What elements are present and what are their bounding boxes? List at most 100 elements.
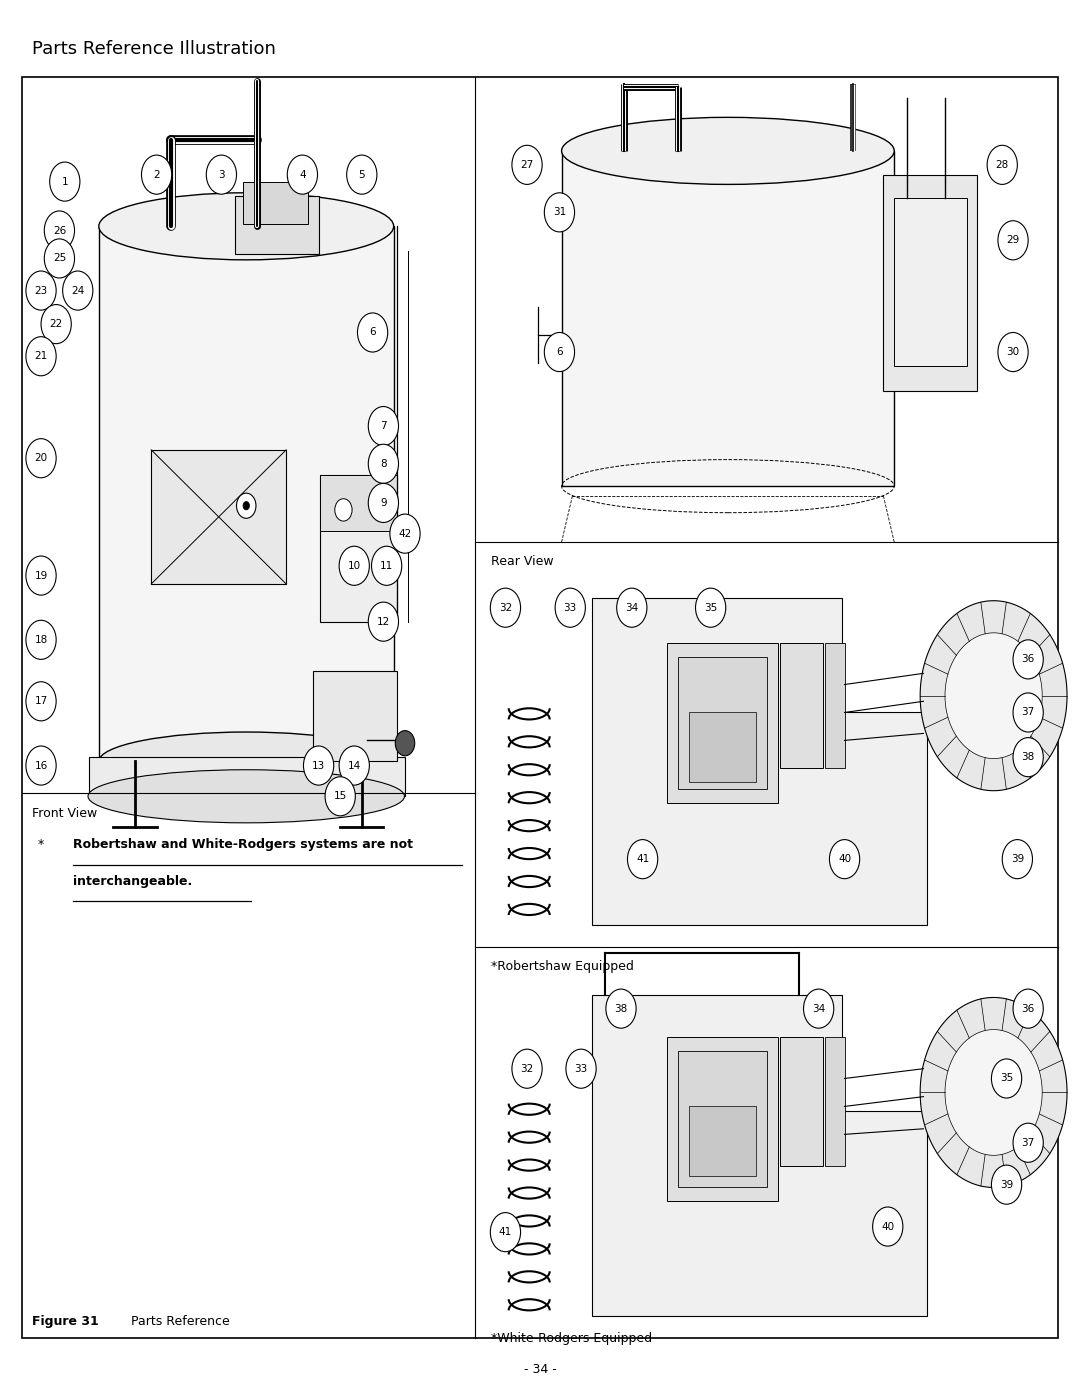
Bar [825, 643, 845, 768]
Circle shape [987, 145, 1017, 184]
Text: Parts Reference Illustration: Parts Reference Illustration [32, 41, 276, 57]
Circle shape [287, 155, 318, 194]
Text: 34: 34 [625, 602, 638, 613]
Circle shape [555, 588, 585, 627]
Circle shape [26, 556, 56, 595]
Text: 39: 39 [1000, 1179, 1013, 1190]
Text: 36: 36 [1022, 1003, 1035, 1014]
Text: 15: 15 [334, 791, 347, 802]
Text: 16: 16 [35, 760, 48, 771]
Bar [243, 182, 308, 224]
Text: *: * [38, 838, 44, 851]
Text: 21: 21 [35, 351, 48, 362]
Ellipse shape [99, 732, 394, 791]
Text: 2: 2 [153, 169, 160, 180]
Circle shape [1013, 640, 1043, 679]
Text: 7: 7 [380, 420, 387, 432]
Ellipse shape [562, 117, 894, 184]
Circle shape [1013, 1123, 1043, 1162]
Circle shape [991, 1165, 1022, 1204]
Bar [883, 175, 977, 391]
Text: 6: 6 [556, 346, 563, 358]
Circle shape [237, 493, 256, 518]
Circle shape [339, 746, 369, 785]
Ellipse shape [99, 193, 394, 260]
Circle shape [50, 162, 80, 201]
Text: 14: 14 [348, 760, 361, 771]
Circle shape [490, 588, 521, 627]
Circle shape [544, 193, 575, 232]
Circle shape [303, 746, 334, 785]
Circle shape [804, 989, 834, 1028]
Text: 34: 34 [812, 1003, 825, 1014]
Circle shape [357, 313, 388, 352]
Circle shape [696, 588, 726, 627]
Circle shape [44, 239, 75, 278]
Text: 29: 29 [1007, 235, 1020, 246]
Bar [678, 1051, 767, 1187]
Circle shape [1002, 840, 1032, 879]
Text: 13: 13 [312, 760, 325, 771]
Bar [99, 226, 394, 761]
Circle shape [991, 1059, 1022, 1098]
Text: 9: 9 [380, 497, 387, 509]
Circle shape [512, 1049, 542, 1088]
Circle shape [26, 746, 56, 785]
Text: 30: 30 [1007, 346, 1020, 358]
Circle shape [1013, 989, 1043, 1028]
Text: 27: 27 [521, 159, 534, 170]
Bar [320, 475, 397, 531]
Bar [780, 643, 823, 768]
Circle shape [829, 840, 860, 879]
Circle shape [372, 546, 402, 585]
Text: 37: 37 [1022, 1137, 1035, 1148]
Text: 36: 36 [1022, 654, 1035, 665]
Text: 3: 3 [218, 169, 225, 180]
Text: 40: 40 [838, 854, 851, 865]
Text: Rear View: Rear View [491, 555, 554, 569]
Text: interchangeable.: interchangeable. [73, 875, 192, 887]
Bar [320, 475, 397, 622]
Circle shape [368, 602, 399, 641]
Circle shape [998, 332, 1028, 372]
Polygon shape [592, 995, 927, 1316]
Bar [562, 151, 894, 486]
Circle shape [347, 155, 377, 194]
Circle shape [26, 682, 56, 721]
Text: *White-Rodgers Equipped: *White-Rodgers Equipped [491, 1331, 652, 1345]
Bar [89, 757, 405, 796]
Text: 18: 18 [35, 634, 48, 645]
Bar [678, 657, 767, 789]
Circle shape [490, 1213, 521, 1252]
Ellipse shape [89, 770, 405, 823]
Circle shape [606, 989, 636, 1028]
Circle shape [368, 407, 399, 446]
Bar [667, 643, 778, 803]
Circle shape [141, 155, 172, 194]
Circle shape [26, 439, 56, 478]
Text: 22: 22 [50, 319, 63, 330]
Text: 41: 41 [499, 1227, 512, 1238]
Circle shape [63, 271, 93, 310]
Text: 8: 8 [380, 458, 387, 469]
Text: 4: 4 [299, 169, 306, 180]
Polygon shape [920, 601, 1067, 791]
Text: 20: 20 [35, 453, 48, 464]
Circle shape [26, 337, 56, 376]
Text: 5: 5 [359, 169, 365, 180]
Circle shape [368, 444, 399, 483]
Circle shape [998, 221, 1028, 260]
Text: 38: 38 [615, 1003, 627, 1014]
Polygon shape [920, 997, 1067, 1187]
Circle shape [325, 777, 355, 816]
Polygon shape [945, 633, 1042, 759]
Text: - 34 -: - 34 - [524, 1362, 556, 1376]
Text: 11: 11 [380, 560, 393, 571]
Text: 41: 41 [636, 854, 649, 865]
Text: 37: 37 [1022, 707, 1035, 718]
Text: 17: 17 [35, 696, 48, 707]
Text: Robertshaw and White-Rodgers systems are not: Robertshaw and White-Rodgers systems are… [73, 838, 414, 851]
Text: 33: 33 [575, 1063, 588, 1074]
Bar [667, 1037, 778, 1201]
Text: 32: 32 [521, 1063, 534, 1074]
